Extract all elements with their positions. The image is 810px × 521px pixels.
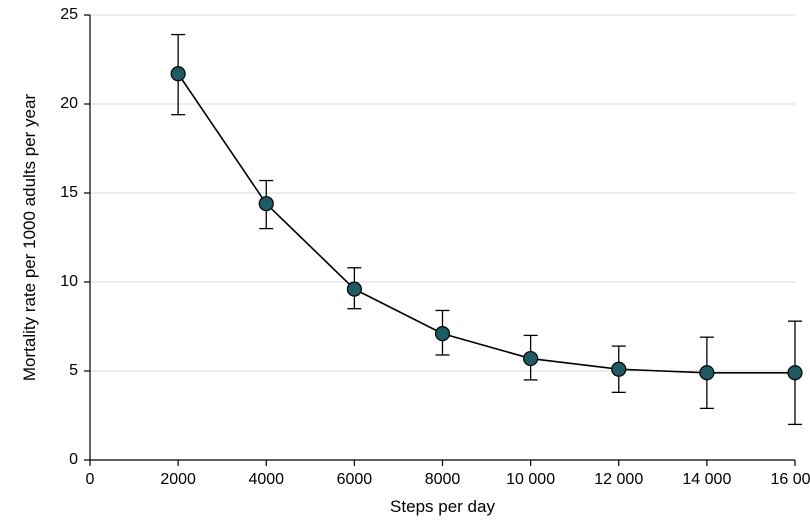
x-axis-label: Steps per day — [390, 497, 495, 516]
data-point — [524, 352, 538, 366]
x-tick-label: 14 000 — [682, 471, 731, 488]
y-tick-label: 20 — [60, 95, 78, 112]
x-tick-label: 12 000 — [594, 471, 643, 488]
y-tick-label: 10 — [60, 273, 78, 290]
x-tick-label: 0 — [86, 471, 95, 488]
y-tick-label: 25 — [60, 6, 78, 23]
x-tick-label: 16 000 — [771, 471, 810, 488]
x-tick-label: 6000 — [337, 471, 373, 488]
x-tick-label: 2000 — [160, 471, 196, 488]
y-tick-label: 15 — [60, 184, 78, 201]
y-axis-label: Mortality rate per 1000 adults per year — [20, 94, 39, 382]
data-point — [700, 366, 714, 380]
data-point — [436, 327, 450, 341]
data-point — [171, 67, 185, 81]
y-tick-label: 0 — [69, 451, 78, 468]
x-tick-label: 4000 — [248, 471, 284, 488]
x-tick-label: 10 000 — [506, 471, 555, 488]
x-tick-label: 8000 — [425, 471, 461, 488]
y-tick-label: 5 — [69, 362, 78, 379]
data-point — [612, 362, 626, 376]
data-point — [259, 197, 273, 211]
chart-container: 0 5 10 15 20 25 0 2000 4000 6000 8000 10 000 12 000 1… — [0, 0, 810, 521]
data-point — [788, 366, 802, 380]
data-point — [347, 282, 361, 296]
mortality-vs-steps-chart: 0 5 10 15 20 25 0 2000 4000 6000 8000 10 000 12 000 1… — [0, 0, 810, 521]
